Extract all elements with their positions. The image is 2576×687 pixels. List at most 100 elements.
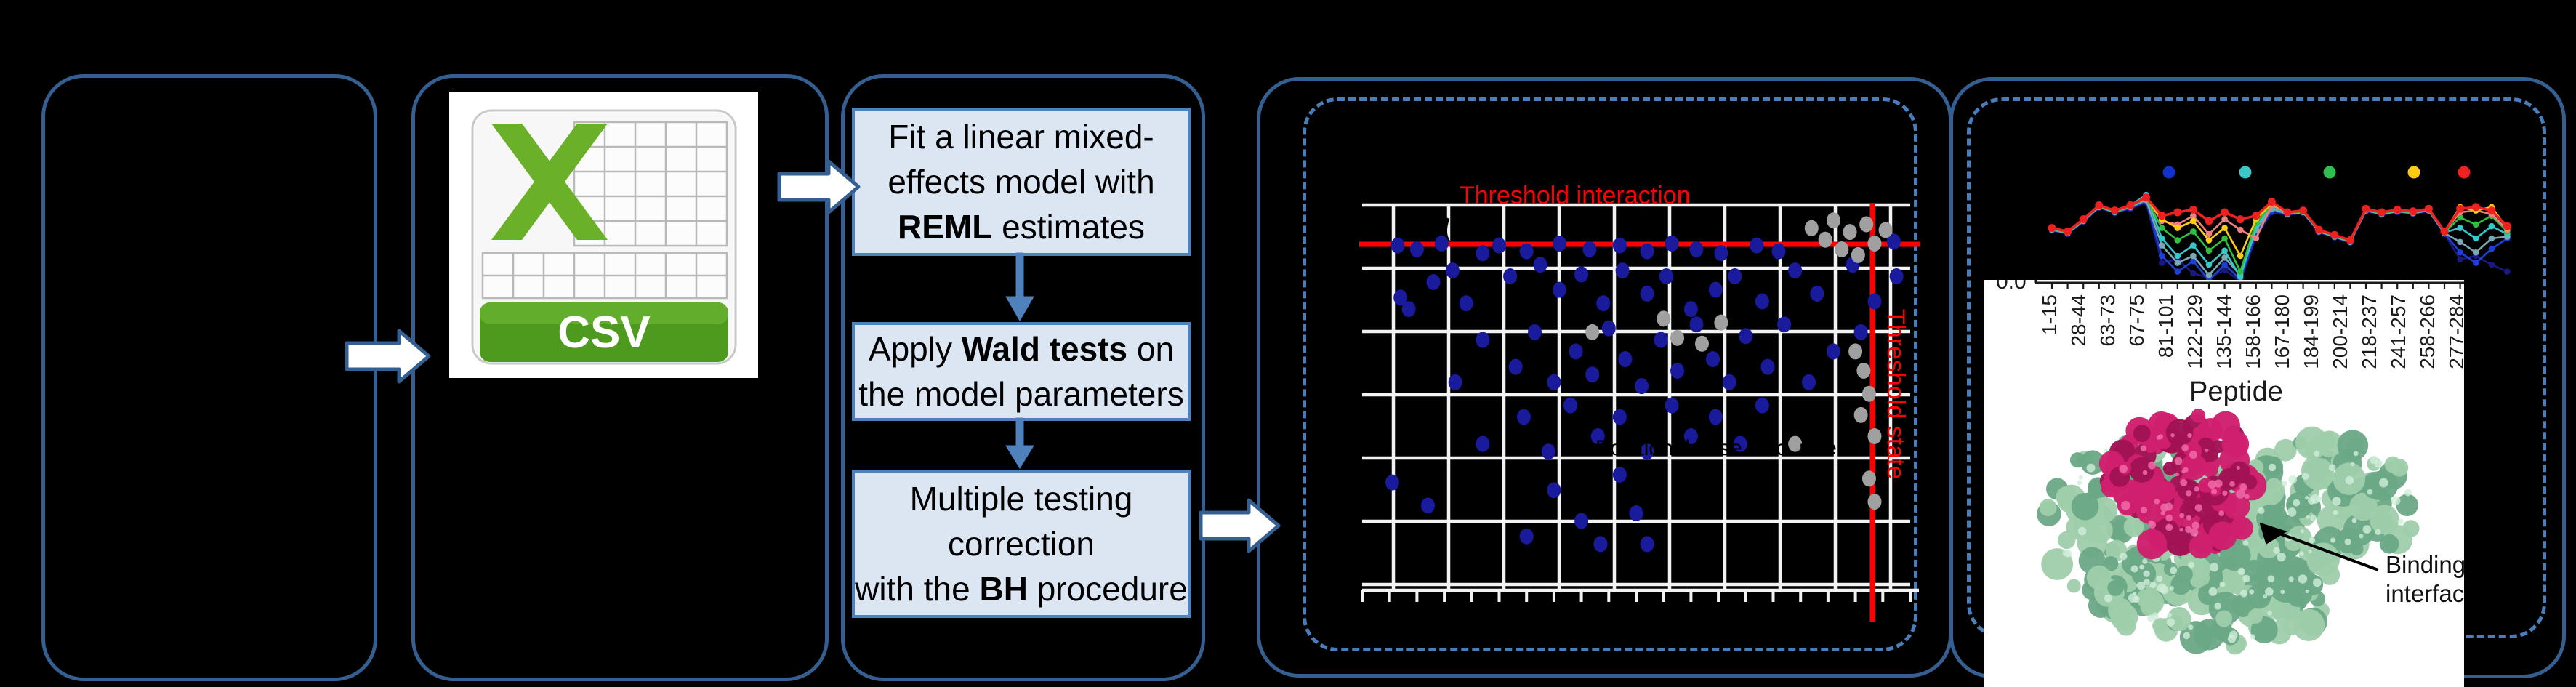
y-axis-tick-0.0: 0.0: [1996, 280, 2026, 294]
protein-crimson-blob: [2133, 425, 2151, 443]
scatter-point-blue: [1755, 397, 1769, 414]
protein-crimson-highlight: [2185, 490, 2192, 497]
protein-highlight: [2287, 507, 2297, 517]
scatter-point-blue: [1640, 243, 1654, 260]
line-series-navy: [2051, 201, 2508, 283]
line-marker: [2205, 261, 2213, 268]
scatter-point-blue: [1867, 293, 1882, 310]
protein-crimson-highlight: [2194, 486, 2199, 492]
flow-step-wald: Apply Wald tests on the model parameters: [852, 322, 1191, 421]
protein-highlight: [2170, 566, 2178, 574]
line-marker: [2472, 249, 2479, 256]
scatter-point-blue: [1590, 428, 1605, 444]
line-marker: [2409, 207, 2418, 216]
line-marker: [2048, 224, 2056, 233]
flow-arrow-down-2: [1005, 417, 1034, 469]
scatter-point-blue: [1665, 397, 1679, 414]
line-series-steel: [2051, 198, 2508, 276]
scatter-point-blue: [1722, 374, 1736, 390]
scatter-hidden-axis-label: Positional false disc. rate: [1595, 436, 1837, 460]
block-arrow-2: [777, 159, 861, 214]
scatter-point-blue: [1670, 362, 1685, 379]
protein-highlight: [2344, 538, 2351, 545]
protein-highlight: [2104, 594, 2112, 603]
protein-highlight: [2299, 551, 2304, 557]
protein-highlight: [2288, 576, 2294, 582]
protein-highlight: [2263, 594, 2268, 599]
line-marker: [2237, 268, 2244, 275]
protein-structure: [2037, 409, 2420, 655]
protein-crimson-blob: [2211, 440, 2225, 454]
protein-crimson-highlight: [2119, 465, 2128, 473]
scatter-point-blue: [1640, 443, 1654, 460]
line-marker: [2503, 222, 2511, 230]
peptide-category-label: 158-166: [2242, 294, 2264, 369]
line-marker: [2190, 270, 2197, 277]
line-marker: [2330, 230, 2339, 239]
line-marker: [2142, 193, 2151, 202]
protein-crimson-highlight: [2160, 510, 2165, 515]
scatter-point-gray: [1843, 224, 1857, 241]
line-marker: [2378, 208, 2386, 217]
protein-crimson-blob: [2218, 467, 2240, 491]
protein-highlight: [2345, 475, 2354, 485]
protein-crimson-highlight: [2181, 444, 2189, 451]
line-series-markers-cyan: [2048, 191, 2511, 281]
protein-crimson-highlight: [2165, 514, 2173, 522]
line-marker: [2504, 268, 2511, 275]
protein-highlight: [2316, 496, 2322, 502]
scatter-point-blue: [1459, 295, 1473, 312]
scatter-threshold-state-label: Threshold state: [1882, 309, 1909, 480]
protein-crimson-blob: [2136, 494, 2165, 524]
protein-highlight: [2250, 634, 2255, 640]
protein-highlight: [2288, 475, 2298, 484]
protein-highlight: [2160, 585, 2169, 595]
protein-crimson-blob: [2191, 409, 2206, 423]
protein-highlight: [2310, 515, 2317, 521]
protein-highlight: [2149, 581, 2157, 588]
scatter-point-blue: [1706, 351, 1720, 367]
scatter-point-blue: [1409, 241, 1424, 257]
scatter-point-blue: [1788, 262, 1803, 279]
protein-crimson-highlight: [2165, 523, 2173, 531]
line-marker: [2488, 235, 2495, 242]
protein-highlight: [2143, 570, 2150, 578]
peptide-category-label: 218-237: [2358, 294, 2380, 369]
scatter-point-blue: [1585, 366, 1600, 383]
protein-highlight: [2300, 529, 2305, 534]
scatter-point-blue: [1593, 536, 1608, 553]
scatter-point-gray: [1804, 220, 1819, 236]
protein-highlight: [2305, 496, 2309, 500]
protein-highlight: [2120, 552, 2128, 561]
protein-green-blob: [2274, 438, 2297, 462]
line-series-salmon: [2051, 196, 2508, 241]
flow-arrow-down-1: [1005, 252, 1034, 322]
protein-green-blob: [2069, 452, 2086, 468]
line-series-markers-salmon: [2048, 194, 2511, 244]
flow-step-bh: Multiple testing correction with the BH pr…: [852, 470, 1191, 618]
peptide-panel-graphics: [2034, 280, 2464, 655]
protein-highlight: [2267, 575, 2275, 583]
line-marker: [2488, 246, 2495, 252]
line-marker: [2158, 242, 2165, 249]
protein-green-blob: [2266, 478, 2282, 494]
protein-highlight: [2214, 602, 2222, 610]
scatter-point-blue: [1659, 268, 1673, 285]
scatter-point-blue: [1476, 332, 1490, 348]
protein-highlight: [2257, 507, 2265, 515]
scatter-points-gray: [1585, 212, 1893, 510]
scatter-point-blue: [1476, 245, 1490, 262]
legend-dot: [2162, 166, 2175, 179]
binding-interface-label: Bindinginterface: [2386, 551, 2464, 607]
protein-green-blob: [2107, 579, 2124, 596]
line-marker: [2487, 206, 2496, 215]
line-marker: [2221, 266, 2228, 273]
scatter-point-gray: [1859, 216, 1874, 233]
line-marker: [2457, 249, 2463, 256]
scatter-point-blue: [1420, 497, 1435, 514]
protein-crimson-highlight: [2185, 526, 2192, 534]
protein-crimson-highlight: [2148, 461, 2156, 470]
protein-crimson-highlight: [2186, 515, 2191, 521]
protein-green-blob: [2258, 537, 2280, 559]
